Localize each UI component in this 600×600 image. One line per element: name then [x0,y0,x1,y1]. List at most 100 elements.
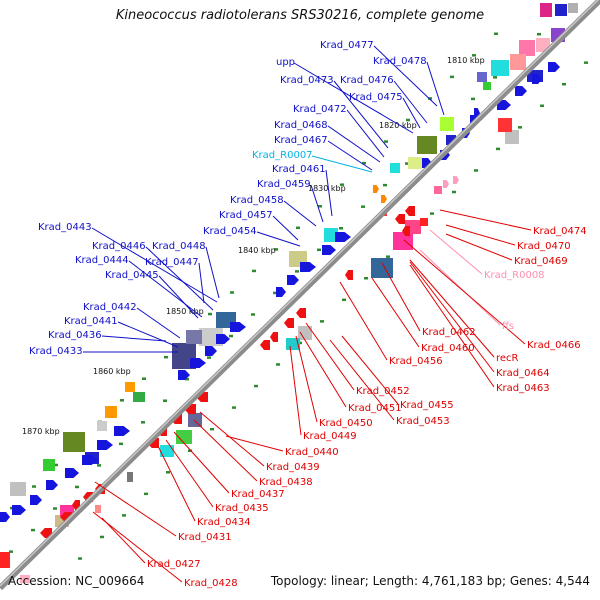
leader-line [193,419,258,482]
gene-label[interactable]: upp [276,57,295,68]
ruler-label: 1830 kbp [308,184,346,193]
gene-label[interactable]: Krad_0453 [396,416,450,427]
tick-mark [452,190,456,194]
gene-label[interactable]: Krad_0438 [259,477,313,488]
gene-label[interactable]: Krad_0431 [178,532,232,543]
gene-label[interactable]: Krad_0439 [266,462,320,473]
ruler-label: 1840 kbp [238,246,276,255]
tick-mark [430,212,434,215]
genome-axis-highlight [0,0,600,587]
leader-line [402,97,421,129]
leader-line [445,233,513,261]
tick-mark [383,183,387,187]
gene-label[interactable]: Krad_0454 [203,226,257,237]
gene-label[interactable]: Krad_0478 [373,56,427,67]
tick-mark [320,320,324,323]
gene-label[interactable]: Krad_0470 [517,241,571,252]
tick-mark [144,492,148,496]
gene-label[interactable]: Krad_0452 [356,386,410,397]
gene-block [324,228,338,242]
gene-label[interactable]: Krad_0473 [280,75,334,86]
forward-gene-arrow [497,100,511,110]
gene-block [568,3,578,13]
gene-label[interactable]: Krad_0434 [197,517,251,528]
tick-mark [340,183,344,186]
gene-block [186,330,202,344]
gene-block [188,413,202,427]
gene-label[interactable]: Krad_R0007 [252,150,313,161]
gene-label[interactable]: Krad_0464 [496,368,550,379]
tick-mark [232,406,236,409]
leader-line [128,260,203,318]
tick-mark [537,32,541,36]
gene-label[interactable]: Krad_0440 [285,447,339,458]
gene-label[interactable]: Krad_0443 [38,222,92,233]
gene-label[interactable]: Krad_0441 [64,316,118,327]
gene-label[interactable]: recR [496,353,519,364]
gene-label[interactable]: Krad_0477 [320,40,374,51]
gene-label[interactable]: Krad_0444 [75,255,129,266]
tick-mark [164,355,168,359]
leader-line [101,335,167,342]
leader-line [293,62,414,134]
gene-label[interactable]: Krad_0466 [527,340,581,351]
gene-label[interactable]: Krad_0446 [92,241,146,252]
gene-label[interactable]: Krad_0450 [319,418,373,429]
leader-line [346,109,385,158]
gene-label[interactable]: Krad_0475 [349,92,403,103]
gene-label[interactable]: ffs [502,321,514,332]
gene-label[interactable]: Krad_0427 [147,559,201,570]
gene-label[interactable]: Krad_0472 [293,104,347,115]
tick-mark [342,298,346,302]
gene-label[interactable]: Krad_0448 [152,241,206,252]
gene-label[interactable]: Krad_0436 [48,330,102,341]
gene-label[interactable]: Krad_0474 [533,226,587,237]
genome-summary: Topology: linear; Length: 4,761,183 bp; … [270,574,590,588]
gene-labels: Krad_0477 Krad_0478 upp Krad_0473 Krad_0476 K… [29,40,587,589]
gene-block [95,505,101,513]
tick-mark [274,248,278,251]
gene-label[interactable]: Krad_0428 [184,578,238,589]
gene-label[interactable]: Krad_0447 [145,257,199,268]
gene-block [286,338,300,350]
reverse-gene-arrow [270,332,278,342]
gene-label[interactable]: Krad_0467 [274,135,328,146]
forward-gene-arrow [65,468,79,478]
gene-label[interactable]: Krad_0451 [348,403,402,414]
gene-label[interactable]: Krad_0459 [257,179,311,190]
tick-mark [207,356,211,359]
leader-line [101,517,146,564]
gene-label[interactable]: Krad_0455 [400,400,454,411]
gene-label[interactable]: Krad_0433 [29,346,83,357]
gene-label[interactable]: Krad_0445 [105,270,159,281]
gene-label[interactable]: Krad_0469 [514,256,568,267]
forward-gene-arrow [335,232,351,242]
gene-label[interactable]: Krad_0435 [215,503,269,514]
gene-label[interactable]: Krad_0463 [496,383,550,394]
leader-line [157,445,196,522]
gene-label[interactable]: Krad_0468 [274,120,328,131]
gene-label[interactable]: Krad_0462 [422,327,476,338]
gene-label[interactable]: Krad_0461 [272,164,326,175]
gene-label[interactable]: Krad_0460 [421,343,475,354]
forward-gene-arrow [300,262,316,272]
gene-label[interactable]: Krad_0437 [231,489,285,500]
gene-label[interactable]: Krad_R0008 [484,270,545,281]
tick-mark [540,104,544,108]
gene-block [127,472,133,482]
gene-label[interactable]: Krad_0449 [303,431,357,442]
gene-block [434,186,442,194]
accession-label: Accession: NC_009664 [8,574,145,588]
gene-label[interactable]: Krad_0457 [219,210,273,221]
gene-label[interactable]: Krad_0442 [83,302,137,313]
leader-line [329,339,395,421]
gene-label[interactable]: Krad_0456 [389,356,443,367]
tick-mark [386,255,390,258]
gene-label[interactable]: Krad_0458 [230,195,284,206]
tick-mark [364,277,368,280]
tick-mark [230,291,234,294]
tick-mark [474,169,478,172]
gene-label[interactable]: Krad_0476 [340,75,394,86]
